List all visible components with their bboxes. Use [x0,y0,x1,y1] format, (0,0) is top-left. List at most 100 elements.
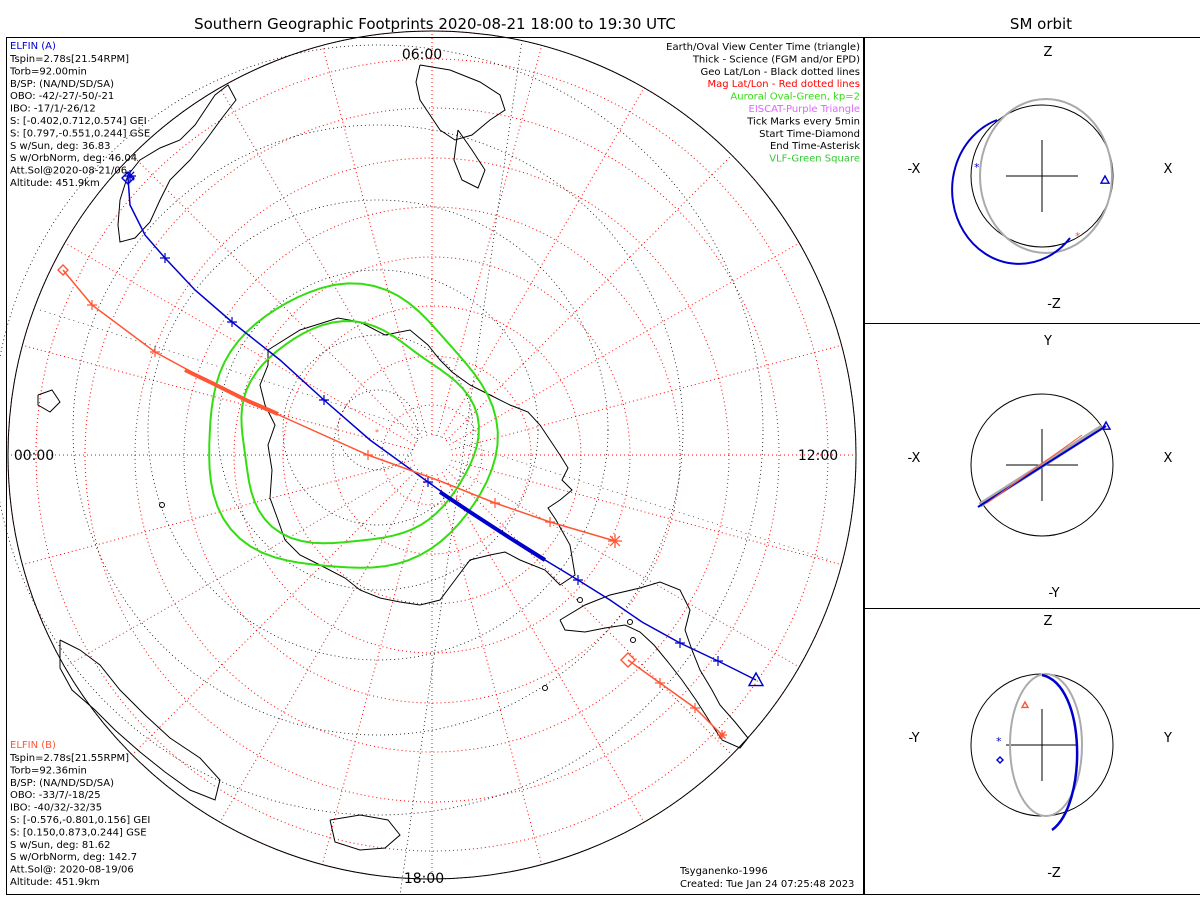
island [542,685,548,691]
legend-item: Mag Lat/Lon - Red dotted lines [707,79,860,90]
elfin-b-2-tick-mark [655,678,665,688]
island [627,619,633,625]
elfin-a-parameters: Tspin=2.78s[21.54RPM]Torb=92.00min B/SP: … [9,54,150,189]
elfin-a-tick-mark [319,395,329,405]
info-line: OBO: -33/7/-18/25 [10,790,101,801]
island [159,502,165,508]
orbit-axis-down: -Y [1048,586,1059,601]
mlt-label-left: 00:00 [14,448,54,464]
mag-lon-line [22,344,413,451]
elfin-b-2-start-diamond [620,652,636,668]
mag-lon-line [449,464,800,668]
legend-item: Auroral Oval-Green, kp=2 [730,92,860,103]
elfin-a-info: ELFIN (A) Tspin=2.78s[21.54RPM]Torb=92.0… [9,41,150,189]
orbit-title: SM orbit [1010,15,1072,33]
coastline [415,64,506,141]
orbit-axis-right: Y [1163,731,1172,746]
legend-item: End Time-Asterisk [770,141,860,152]
elfin-b-track [62,269,616,542]
mag-grid [7,30,857,880]
info-line: Torb=92.00min [9,66,87,77]
footprint-tracks: * [57,170,1112,764]
model-label: Tsyganenko-1996 [679,866,768,877]
info-line: S w/Sun, deg: 81.62 [10,840,110,851]
mag-lon-line [436,45,543,436]
legend-item: Tick Marks every 5min [746,116,860,127]
info-line: S w/OrbNorm, deg: 46.04 [10,153,137,164]
orbit-panel-xz: Z -Z -X X * * [908,45,1173,312]
globe-edge [7,30,857,880]
elfin-a-tick-mark [573,575,583,585]
info-line: S w/Sun, deg: 36.83 [10,141,110,152]
geo-lat-circle [72,124,684,736]
orbit-panel-yz: Z -Z -Y Y * [908,614,1172,881]
coastline [259,317,576,606]
mag-lon-line [445,154,733,442]
legend-item: EISCAT-Purple Triangle [749,104,861,115]
orbit-axis-up: Z [1044,614,1053,629]
elfin-a-tick-mark [160,253,170,263]
mag-lat-circle [84,107,780,803]
mag-lon-line [451,344,842,451]
map-panel-frame [6,37,864,895]
orbit-a-end: * [974,161,980,174]
elfin-a-tick-mark [227,317,237,327]
mag-lat-circle [134,157,730,753]
coastlines [37,64,749,851]
info-line: IBO: -40/32/-32/35 [10,803,102,814]
mag-lon-line [321,45,428,436]
mlt-label-top: 06:00 [402,47,442,63]
elfin-b-science-segment [184,368,279,416]
elfin-b-2-track [627,659,723,736]
orbit-elfin-b-line [986,434,1083,504]
elfin-a-end-asterisk [124,170,136,182]
orbit-a-triangle [1100,420,1112,430]
orbit-elfin-b [1009,673,1083,817]
coastline [59,639,221,801]
info-line: IBO: -17/1/-26/12 [10,104,96,115]
mag-lat-circle [183,206,681,704]
orbit-panel-xy: Y -Y -X X [908,334,1173,601]
elfin-b-info: ELFIN (B) Tspin=2.78s[21.55RPM]Torb=92.3… [9,740,150,888]
auroral-oval-inner [240,320,480,545]
info-line: Altitude: 451.9km [10,877,100,888]
elfin-b-tick-mark [150,347,160,357]
created-label: Created: Tue Jan 24 07:25:48 2023 [680,879,854,890]
info-line: Altitude: 451.9km [10,178,100,189]
mag-lon-line [219,87,423,438]
auroral-oval-outer [208,282,499,569]
info-line: S w/OrbNorm, deg: 142.7 [10,852,137,863]
info-line: S: [-0.402,0.712,0.574] GEI [10,116,147,127]
orbit-elfin-a [951,119,1071,265]
geo-meridian [399,39,523,896]
elfin-b-tick-mark [545,517,555,527]
elfin-a-view-triangle [747,671,765,687]
orbit-panel-frame [864,37,1200,895]
info-line: OBO: -42/-27/-50/-21 [10,91,114,102]
mag-lon-line [449,242,800,446]
info-line: Tspin=2.78s[21.55RPM] [9,753,129,764]
orbit-axis-down: -Z [1047,866,1061,881]
orbit-elfin-a [1041,673,1079,832]
orbit-axis-up: Z [1044,45,1053,60]
island [577,597,583,603]
elfin-b-2-tick-mark [690,703,700,713]
geo-grid [0,39,831,896]
legend-item: Thick - Science (FGM and/or EPD) [692,54,860,65]
elfin-a-name: ELFIN (A) [10,41,56,52]
mlt-label-bottom: 18:00 [404,871,444,887]
figure-title: Southern Geographic Footprints 2020-08-2… [194,15,676,33]
mag-lat-circle [233,256,631,654]
legend-item: Earth/Oval View Center Time (triangle) [666,42,860,53]
coastline [329,814,401,851]
orbit-axis-up: Y [1043,334,1052,349]
orbit-axis-left: -Y [908,731,919,746]
elfin-b-tick-mark [87,300,97,310]
legend-item: VLF-Green Square [769,154,860,165]
elfin-a-track [127,177,757,681]
geo-lat-circle [282,334,474,526]
mag-lon-line [441,472,645,823]
geo-meridian [39,309,831,561]
elfin-b-name: ELFIN (B) [10,740,56,751]
